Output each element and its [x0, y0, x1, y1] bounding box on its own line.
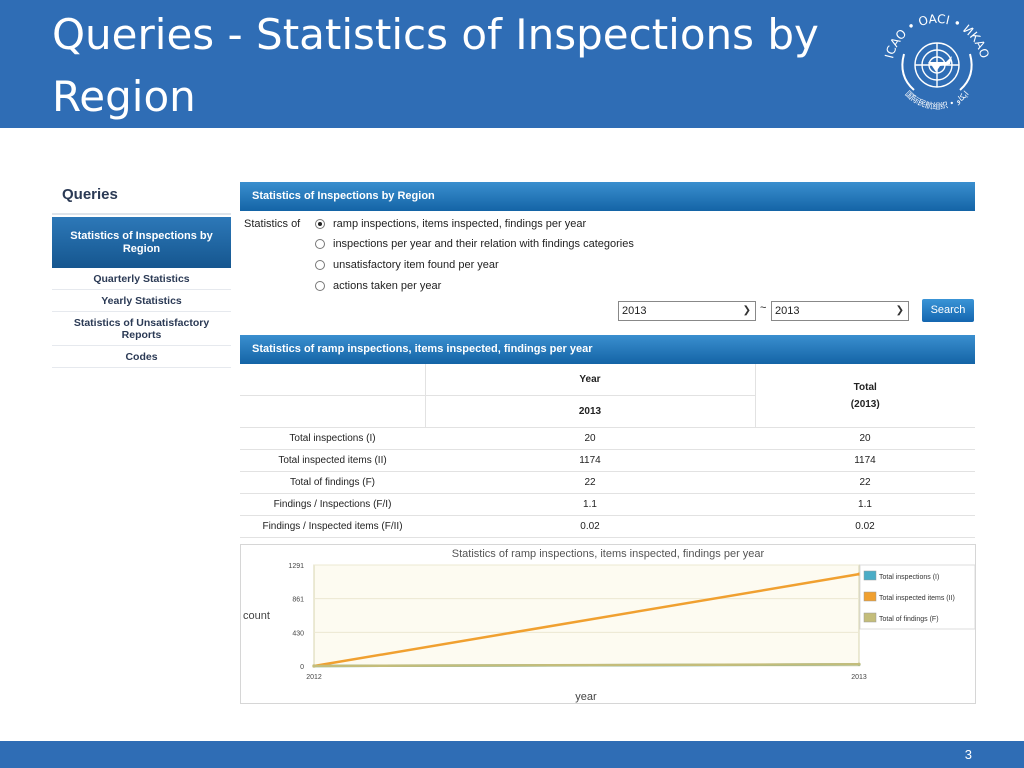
- row-total-value: 0.02: [755, 515, 975, 538]
- option-inspections-findings-categories[interactable]: inspections per year and their relation …: [315, 236, 634, 252]
- row-total-value: 1.1: [755, 493, 975, 516]
- chevron-down-icon: ❯: [742, 305, 751, 316]
- statistics-of-label: Statistics of: [244, 218, 301, 230]
- row-total-value: 1174: [755, 449, 975, 472]
- year-range-separator: ~: [760, 302, 767, 314]
- radio-icon[interactable]: [315, 239, 325, 249]
- header-total: Total (2013): [754, 364, 975, 428]
- sidebar-item-quarterly-statistics[interactable]: Quarterly Statistics: [52, 268, 231, 290]
- table-row: Findings / Inspected items (F/II) 0.02 0…: [240, 515, 975, 538]
- radio-icon[interactable]: [315, 281, 325, 291]
- icao-logo: ICAO • OACI • ИКАО 国际民航组织 • ايكاو: [882, 12, 992, 111]
- slide-header: Queries - Statistics of Inspections by R…: [0, 0, 1024, 128]
- sidebar-item-statistics-by-region[interactable]: Statistics of Inspections by Region: [52, 217, 231, 268]
- row-label: Total inspections (I): [240, 427, 425, 450]
- legend-swatch: [863, 570, 877, 581]
- radio-icon[interactable]: [315, 260, 325, 270]
- row-total-value: 20: [755, 427, 975, 450]
- from-year-select[interactable]: 2013 ❯: [618, 301, 756, 321]
- sidebar-item-codes[interactable]: Codes: [52, 346, 231, 368]
- row-label: Total of findings (F): [240, 471, 425, 494]
- y-tick-label: 1291: [288, 563, 304, 570]
- legend-label: Total inspections (I): [879, 574, 939, 581]
- legend-swatch: [863, 612, 877, 623]
- sidebar-item-yearly-statistics[interactable]: Yearly Statistics: [52, 290, 231, 312]
- sidebar-item-unsatisfactory-reports[interactable]: Statistics of Unsatisfactory Reports: [52, 312, 231, 346]
- query-panel-header: Statistics of Inspections by Region: [240, 182, 975, 211]
- y-axis-label: count: [243, 610, 270, 622]
- legend-box: [859, 564, 975, 630]
- y-tick-label: 0: [300, 664, 304, 671]
- x-tick-label: 2012: [306, 674, 322, 681]
- x-axis-label: year: [575, 691, 597, 703]
- y-tick-label: 430: [292, 630, 304, 637]
- option-actions-taken[interactable]: actions taken per year: [315, 278, 441, 294]
- header-year-value: 2013: [424, 395, 755, 428]
- option-ramp-inspections[interactable]: ramp inspections, items inspected, findi…: [315, 216, 586, 232]
- page-number: 3: [964, 747, 972, 762]
- legend-label: Total of findings (F): [879, 616, 939, 623]
- results-panel-header: Statistics of ramp inspections, items in…: [240, 335, 975, 364]
- series-line: [313, 663, 860, 668]
- row-year-value: 0.02: [425, 515, 755, 538]
- row-year-value: 22: [425, 471, 755, 494]
- header-year: Year: [424, 364, 755, 396]
- results-table: Year Total (2013) 2013 Total inspections…: [240, 364, 975, 538]
- data-point: [312, 664, 316, 668]
- chevron-down-icon: ❯: [895, 305, 904, 316]
- option-unsatisfactory-items[interactable]: unsatisfactory item found per year: [315, 257, 499, 273]
- row-label: Total inspected items (II): [240, 449, 425, 472]
- header-total-label: Total: [853, 381, 877, 393]
- row-total-value: 22: [755, 471, 975, 494]
- x-tick-label: 2013: [851, 674, 867, 681]
- chart-title: Statistics of ramp inspections, items in…: [452, 548, 765, 560]
- option-label: inspections per year and their relation …: [333, 238, 634, 250]
- from-year-value: 2013: [622, 305, 647, 317]
- option-label: actions taken per year: [333, 280, 442, 292]
- slide-title: Queries - Statistics of Inspections by R…: [52, 10, 819, 121]
- row-label: Findings / Inspected items (F/II): [240, 515, 425, 538]
- chart-canvas: Statistics of ramp inspections, items in…: [243, 548, 975, 703]
- svg-text:国际民航组织 • ايكاو: 国际民航组织 • ايكاو: [903, 89, 970, 111]
- option-label: ramp inspections, items inspected, findi…: [333, 218, 587, 230]
- legend-label: Total inspected items (II): [879, 595, 955, 602]
- header-total-range: (2013): [850, 398, 880, 410]
- row-year-value: 20: [425, 427, 755, 450]
- header-empty-cell: [240, 364, 425, 396]
- statistics-chart: Statistics of ramp inspections, items in…: [240, 544, 976, 704]
- to-year-select[interactable]: 2013 ❯: [771, 301, 909, 321]
- table-row: Findings / Inspections (F/I) 1.1 1.1: [240, 493, 975, 516]
- plot-area: [313, 564, 860, 667]
- table-row: Total inspected items (II) 1174 1174: [240, 449, 975, 472]
- y-tick-label: 861: [292, 597, 304, 604]
- row-year-value: 1.1: [425, 493, 755, 516]
- radio-checked-icon[interactable]: [315, 219, 325, 229]
- to-year-value: 2013: [775, 305, 800, 317]
- header-empty-cell: [240, 395, 425, 428]
- sidebar-title: Queries: [52, 180, 231, 215]
- slide-footer: 3: [0, 741, 1024, 768]
- table-row: Total of findings (F) 22 22: [240, 471, 975, 494]
- row-year-value: 1174: [425, 449, 755, 472]
- row-label: Findings / Inspections (F/I): [240, 493, 425, 516]
- legend-swatch: [863, 591, 877, 602]
- series-line: [313, 572, 860, 668]
- logo-bottom-text: 国际民航组织 • ايكاو: [903, 89, 970, 111]
- search-button[interactable]: Search: [922, 299, 974, 322]
- queries-sidebar: Queries Statistics of Inspections by Reg…: [52, 180, 231, 368]
- table-row: Total inspections (I) 20 20: [240, 427, 975, 450]
- option-label: unsatisfactory item found per year: [333, 259, 499, 271]
- data-point: [857, 662, 861, 666]
